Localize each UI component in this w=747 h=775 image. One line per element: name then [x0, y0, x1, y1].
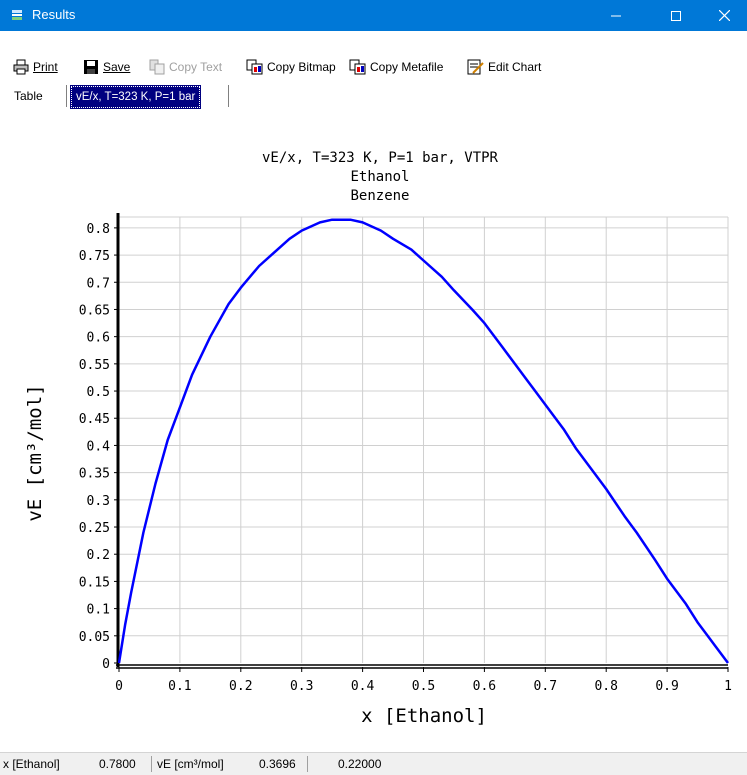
x-tick-label: 0.1 [168, 679, 191, 694]
printer-icon [13, 59, 29, 75]
y-tick-label: 0.6 [87, 331, 110, 346]
y-tick-label: 0.4 [87, 439, 111, 454]
status-y-label: vE [cm³/mol] [157, 757, 224, 771]
copy-metafile-icon [349, 59, 366, 75]
x-tick-label: 0.5 [412, 679, 435, 694]
tab-divider [66, 85, 67, 107]
x-tick-label: 0.2 [229, 679, 252, 694]
copy-bitmap-label: Copy Bitmap [267, 60, 336, 74]
chart-title-line-1: vE/x, T=323 K, P=1 bar, VTPR [262, 150, 499, 166]
x-tick-label: 0 [115, 679, 123, 694]
y-tick-label: 0.15 [79, 575, 110, 590]
maximize-button[interactable] [653, 0, 699, 31]
y-tick-label: 0.05 [79, 630, 110, 645]
x-tick-label: 0.9 [655, 679, 678, 694]
axes [114, 213, 729, 672]
x-tick-label: 0.8 [594, 679, 617, 694]
x-tick-label: 0.7 [534, 679, 557, 694]
series [117, 218, 730, 664]
copy-text-icon [149, 59, 165, 75]
x-tick-label: 0.6 [473, 679, 496, 694]
maximize-icon [671, 10, 681, 21]
y-tick-label: 0.25 [79, 521, 110, 536]
status-divider [307, 756, 308, 772]
y-tick-label: 0.5 [87, 385, 110, 400]
series-line [117, 218, 730, 664]
y-tick-label: 0.1 [87, 603, 110, 618]
x-tick-label: 0.4 [351, 679, 375, 694]
app-icon [12, 10, 22, 20]
chart-title-line-2: Ethanol [350, 169, 409, 185]
window-title: Results [32, 7, 76, 22]
y-tick-label: 0.3 [87, 494, 110, 509]
y-axis-label: vE [cm³/mol] [24, 384, 46, 521]
chart[interactable]: vE/x, T=323 K, P=1 bar, VTPR Ethanol Ben… [0, 135, 747, 730]
print-button[interactable]: Print [13, 56, 58, 78]
copy-bitmap-button[interactable]: Copy Bitmap [246, 56, 336, 78]
floppy-disk-icon [84, 60, 98, 74]
y-tick-label: 0.55 [79, 358, 110, 373]
status-x-value: 0.7800 [99, 757, 136, 771]
status-divider [151, 756, 152, 772]
y-tick-label: 0.8 [87, 222, 110, 237]
y-tick-label: 0.75 [79, 249, 110, 264]
status-extra-value: 0.22000 [338, 757, 382, 771]
save-button[interactable]: Save [83, 56, 130, 78]
copy-text-button[interactable]: Copy Text [149, 56, 222, 78]
close-button[interactable] [701, 0, 747, 31]
x-axis-label: x [Ethanol] [361, 705, 487, 727]
print-label: Print [33, 60, 58, 74]
x-tick-labels: 0 0.1 0.2 0.3 0.4 0.5 0.6 0.7 0.8 0.9 1 [115, 679, 732, 694]
title-bar[interactable]: Results [0, 0, 747, 31]
y-tick-label: 0.2 [87, 548, 110, 563]
edit-chart-button[interactable]: Edit Chart [467, 56, 541, 78]
minimize-button[interactable] [593, 0, 639, 31]
edit-chart-label: Edit Chart [488, 60, 542, 74]
edit-chart-icon [467, 59, 484, 75]
grid [119, 217, 729, 663]
copy-text-label: Copy Text [169, 60, 223, 74]
x-tick-label: 0.3 [290, 679, 313, 694]
close-icon [718, 10, 730, 21]
y-tick-label: 0.45 [79, 412, 110, 427]
copy-metafile-label: Copy Metafile [370, 60, 444, 74]
copy-metafile-button[interactable]: Copy Metafile [349, 56, 443, 78]
tab-table[interactable]: Table [14, 89, 43, 103]
status-x-label: x [Ethanol] [3, 757, 60, 771]
y-tick-labels: 0 0.05 0.1 0.15 0.2 0.25 0.3 0.35 0.4 0.45 0.5 0.55… [79, 222, 110, 672]
save-label: Save [103, 60, 131, 74]
status-y-value: 0.3696 [259, 757, 296, 771]
y-tick-label: 0.7 [87, 276, 110, 291]
minimize-icon [611, 15, 621, 16]
tab-chart[interactable]: vE/x, T=323 K, P=1 bar [69, 85, 202, 109]
copy-bitmap-icon [246, 59, 263, 75]
status-bar: x [Ethanol] 0.7800 vE [cm³/mol] 0.3696 0… [0, 752, 747, 775]
chart-title-line-3: Benzene [350, 188, 409, 204]
toolbar: Print Save Copy Text Copy Bit [0, 56, 747, 78]
y-tick-label: 0.65 [79, 303, 110, 318]
tab-divider [228, 85, 229, 107]
y-tick-label: 0.35 [79, 467, 110, 482]
y-tick-label: 0 [102, 657, 110, 672]
x-tick-label: 1 [724, 679, 732, 694]
